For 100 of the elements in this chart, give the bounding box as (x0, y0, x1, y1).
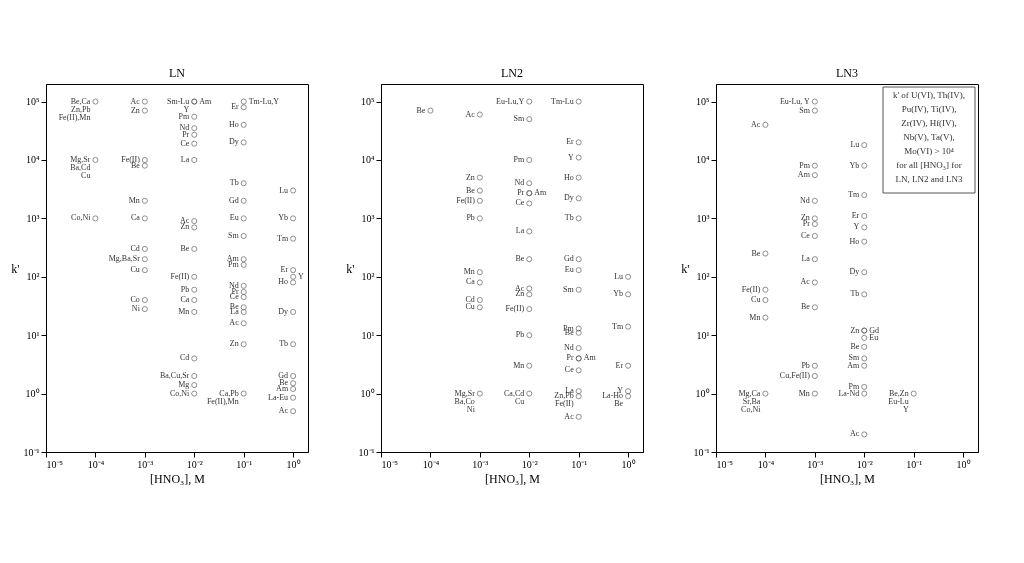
x-tick-label: 10⁻⁵ (716, 458, 733, 470)
data-label: Pb (180, 284, 190, 294)
x-tick-label: 10⁻⁴ (422, 458, 440, 470)
x-tick-label: 10⁰ (621, 458, 636, 470)
data-label: Mn (798, 388, 810, 398)
x-tick-label: 10⁻⁵ (46, 458, 63, 470)
data-label: Am (797, 170, 811, 180)
data-label: La (801, 254, 811, 264)
x-tick-label: 10⁻¹ (236, 458, 253, 470)
data-label: La-Nd (838, 388, 860, 398)
y-tick-label: 10⁻¹ (358, 446, 375, 458)
data-label: Dy (849, 267, 860, 277)
data-label: Eu-Lu,Y (496, 96, 525, 106)
data-label: Tb (850, 289, 860, 299)
data-label: Pm (848, 381, 861, 391)
data-label: Be (416, 105, 426, 115)
data-label: Cu (130, 265, 140, 275)
x-tick-label: 10⁻³ (807, 458, 824, 470)
data-label: Dy (278, 306, 289, 316)
x-tick-label: 10⁻² (521, 458, 538, 470)
data-label: Ac (130, 96, 141, 106)
data-label: Eu (229, 213, 239, 223)
data-label: Gd (869, 325, 880, 335)
x-tick-label: 10⁻¹ (906, 458, 923, 470)
data-label: Yb (613, 289, 624, 299)
y-tick-label: 10² (361, 271, 375, 283)
data-label: Eu (564, 265, 574, 275)
data-label: Co (130, 295, 140, 305)
data-label: Ca,Pb Fe(II),Mn (206, 388, 239, 406)
data-label: Lu (850, 140, 860, 150)
data-label: Nd (228, 280, 239, 290)
data-label: Pr (566, 353, 575, 363)
data-label: La (515, 226, 525, 236)
data-label: Y (298, 271, 305, 281)
data-label: Fe(II) (505, 304, 525, 314)
data-label: Sm (799, 105, 811, 115)
data-label: Nd (800, 195, 810, 205)
y-tick-label: 10¹ (361, 329, 375, 341)
data-label: La (180, 154, 190, 164)
data-label: Nd (563, 343, 574, 353)
data-label: Be (850, 341, 860, 351)
data-label: Mn (463, 267, 475, 277)
data-label: Yb (278, 213, 289, 223)
data-label: Ac (800, 277, 811, 287)
data-label: Cu,Fe(II) (779, 371, 811, 381)
annotation: k' of U(VI), Th(IV), Pu(IV), Ti(IV), Zr(IV), Hf(IV), Nb(V), Ta(V), Mo(VI) > 10⁴ for all [HNO₃] for LN, LN2 and LN3 (892, 90, 966, 184)
x-tick-label: 10⁻¹ (571, 458, 588, 470)
data-label: Ce (800, 230, 811, 240)
y-tick-label: 10³ (26, 212, 40, 224)
data-label: Er (231, 102, 240, 112)
data-label: Eu-Lu, Y (779, 96, 811, 106)
data-label: Am (847, 360, 861, 370)
data-label: Be (180, 243, 190, 253)
data-label: Mg,Ca Sr,Ba Co,Ni (738, 388, 762, 414)
x-tick-label: 10⁰ (286, 458, 301, 470)
data-label: Sm-Lu Y (167, 96, 190, 114)
data-label: Tb (229, 178, 239, 188)
data-label: Pm (513, 154, 526, 164)
data-label: Zn (850, 325, 860, 335)
data-label: Cd (130, 243, 140, 253)
data-label: Pb (466, 213, 475, 223)
data-label: Ca (180, 295, 190, 305)
data-label: Cd (179, 353, 190, 363)
x-tick-label: 10⁻² (186, 458, 203, 470)
y-tick-label: 10¹ (696, 329, 710, 341)
data-label: Ca (465, 277, 476, 287)
y-axis-title: k' (11, 261, 20, 276)
x-tick-label: 10⁰ (956, 458, 971, 470)
data-label: Ca,Cd Cu (504, 388, 525, 406)
y-tick-label: 10² (26, 271, 40, 283)
x-tick-label: 10⁻³ (137, 458, 154, 470)
data-label: Be,Ca Zn,Pb Fe(II),Mn (58, 96, 91, 122)
data-label: Ac (229, 318, 240, 328)
data-label: Cu (465, 302, 475, 312)
data-label: Be (751, 248, 761, 258)
data-label: Pr (517, 188, 525, 198)
x-tick-label: 10⁻⁴ (757, 458, 775, 470)
data-label: Ho (563, 172, 574, 182)
y-tick-label: 10⁵ (361, 96, 375, 108)
data-label: Ce (515, 198, 525, 208)
data-label: Ce (229, 292, 240, 302)
data-label: Ce (180, 138, 190, 148)
data-label: Ce (564, 365, 575, 375)
data-label: Zn (465, 172, 475, 182)
y-tick-label: 10⁴ (361, 154, 375, 166)
y-tick-label: 10⁴ (26, 154, 40, 166)
data-label: Zn (229, 339, 239, 349)
data-label: Gd (278, 371, 289, 381)
data-label: Be (515, 254, 525, 264)
data-label: Cu (751, 295, 761, 305)
data-label: Ca (130, 213, 141, 223)
data-label: Gd (563, 254, 574, 264)
data-label: Mn (178, 306, 190, 316)
y-tick-label: 10⁻¹ (693, 446, 710, 458)
data-label: Lu (614, 271, 624, 281)
data-label: Be (800, 302, 811, 312)
data-label: Pr (802, 219, 811, 229)
data-label: Pm (178, 111, 191, 121)
data-label: Y (853, 222, 860, 232)
data-label: Ho (278, 277, 289, 287)
